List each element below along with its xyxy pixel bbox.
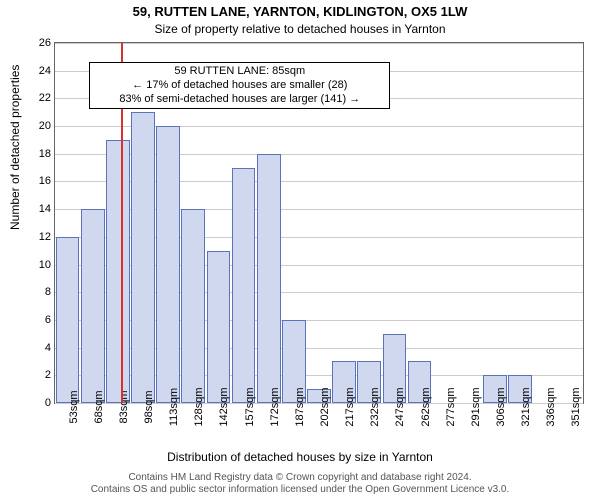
xtick-label: 321sqm <box>520 387 532 426</box>
ytick-label: 12 <box>39 231 51 243</box>
annotation-line: 59 RUTTEN LANE: 85sqm <box>96 65 383 79</box>
xtick-label: 291sqm <box>470 387 482 426</box>
ytick-label: 10 <box>39 259 51 271</box>
ytick-label: 0 <box>45 397 51 409</box>
histogram-bar <box>257 154 281 403</box>
annotation-line: 83% of semi-detached houses are larger (… <box>96 93 383 107</box>
plot-area: 0246810121416182022242653sqm68sqm83sqm98… <box>54 42 584 404</box>
histogram-bar <box>131 112 155 403</box>
xtick-label: 128sqm <box>193 387 205 426</box>
y-axis-label: Number of detached properties <box>8 65 22 230</box>
gridline <box>55 43 583 44</box>
histogram-bar <box>106 140 130 403</box>
ytick-label: 24 <box>39 65 51 77</box>
xtick-label: 306sqm <box>495 387 507 426</box>
xtick-label: 232sqm <box>369 387 381 426</box>
ytick-label: 6 <box>45 314 51 326</box>
xtick-label: 98sqm <box>143 390 155 423</box>
xtick-label: 157sqm <box>244 387 256 426</box>
ytick-label: 8 <box>45 286 51 298</box>
chart-title: 59, RUTTEN LANE, YARNTON, KIDLINGTON, OX… <box>0 4 600 19</box>
ytick-label: 20 <box>39 120 51 132</box>
histogram-bar <box>56 237 80 403</box>
annotation-line: ← 17% of detached houses are smaller (28… <box>96 79 383 93</box>
histogram-bar <box>181 209 205 403</box>
xtick-label: 53sqm <box>68 390 80 423</box>
xtick-label: 187sqm <box>294 387 306 426</box>
ytick-label: 18 <box>39 148 51 160</box>
histogram-bar <box>207 251 231 403</box>
histogram-bar <box>81 209 105 403</box>
footer-line-2: Contains OS and public sector informatio… <box>0 484 600 496</box>
ytick-label: 14 <box>39 203 51 215</box>
xtick-label: 277sqm <box>445 387 457 426</box>
xtick-label: 336sqm <box>545 387 557 426</box>
xtick-label: 247sqm <box>394 387 406 426</box>
chart-subtitle: Size of property relative to detached ho… <box>0 22 600 36</box>
ytick-label: 16 <box>39 175 51 187</box>
annotation-box: 59 RUTTEN LANE: 85sqm← 17% of detached h… <box>89 62 390 109</box>
xtick-label: 172sqm <box>269 387 281 426</box>
histogram-bar <box>156 126 180 403</box>
xtick-label: 351sqm <box>570 387 582 426</box>
xtick-label: 142sqm <box>218 387 230 426</box>
ytick-label: 4 <box>45 342 51 354</box>
xtick-label: 217sqm <box>344 387 356 426</box>
xtick-label: 262sqm <box>420 387 432 426</box>
ytick-label: 26 <box>39 37 51 49</box>
footer-attribution: Contains HM Land Registry data © Crown c… <box>0 472 600 496</box>
xtick-label: 68sqm <box>93 390 105 423</box>
ytick-label: 2 <box>45 369 51 381</box>
property-size-chart: 59, RUTTEN LANE, YARNTON, KIDLINGTON, OX… <box>0 0 600 500</box>
footer-line-1: Contains HM Land Registry data © Crown c… <box>0 472 600 484</box>
xtick-label: 113sqm <box>168 388 180 426</box>
xtick-label: 202sqm <box>319 387 331 426</box>
x-axis-label: Distribution of detached houses by size … <box>0 450 600 464</box>
xtick-label: 83sqm <box>118 390 130 423</box>
ytick-label: 22 <box>39 92 51 104</box>
histogram-bar <box>232 168 256 403</box>
